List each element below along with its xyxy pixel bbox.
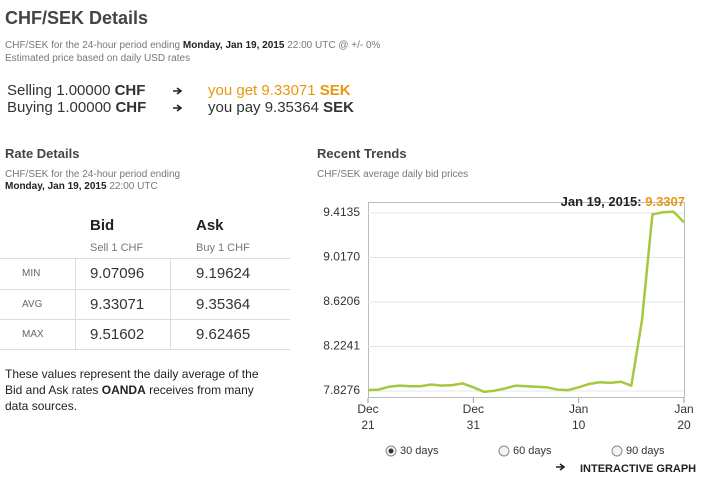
table-grid	[0, 258, 290, 350]
period-line: Monday, Jan 19, 2015 22:00 UTC	[5, 181, 158, 192]
col-sub: Sell 1 CHF	[90, 242, 144, 254]
arrow	[556, 463, 566, 471]
line	[367, 210, 685, 394]
text: you get 9.33071	[208, 82, 316, 99]
x-tick-label: Jan	[569, 402, 588, 416]
currency: CHF	[114, 82, 146, 99]
y-tick-label: 7.8276	[323, 383, 360, 397]
annotation-date: Jan 19, 2015:	[560, 194, 642, 209]
x-tick-label: 21	[361, 418, 375, 432]
text: receives from many data sources.	[5, 383, 254, 413]
note: Estimated price based on daily USD rates	[5, 53, 191, 64]
row-label: AVG	[22, 299, 43, 310]
arrow	[173, 87, 183, 95]
cell: 9.62465	[196, 326, 251, 343]
y-tick-label: 9.0170	[323, 250, 360, 264]
text: 22:00 UTC @ +/- 0%	[287, 40, 381, 51]
x-tick-label: Jan	[674, 402, 693, 416]
radio[interactable]	[498, 445, 510, 457]
currency: SEK	[323, 99, 354, 116]
cell: 9.51602	[90, 326, 145, 343]
col-header: Bid	[90, 217, 115, 234]
text: CHF/SEK for the 24-hour period ending	[5, 40, 181, 51]
x-tick-label: Dec	[463, 402, 484, 416]
range-option[interactable]: 60 days	[513, 445, 552, 457]
cell: 9.19624	[196, 265, 251, 282]
y-tick-label: 8.2241	[323, 339, 360, 353]
footnote: These values represent the daily average…	[5, 366, 275, 414]
date: Monday, Jan 19, 2015	[182, 40, 285, 51]
x-tick-label: 20	[677, 418, 691, 432]
row-label: MAX	[22, 329, 44, 340]
col-header: Ask	[196, 217, 224, 234]
currency: CHF	[115, 99, 147, 116]
conv-action: Buying 1.00000 CHF	[7, 99, 146, 116]
row-label: MIN	[22, 268, 41, 279]
currency: SEK	[319, 82, 351, 99]
period-line: CHF/SEK for the 24-hour period ending	[5, 169, 181, 180]
chart-title: Recent Trends	[317, 146, 407, 161]
conv-action: Selling 1.00000 CHF	[7, 82, 145, 99]
range-option[interactable]: 30 days	[400, 445, 439, 457]
period-line: CHF/SEK for the 24-hour period ending Mo…	[5, 40, 380, 51]
conv-result: you get 9.33071 SEK	[208, 82, 351, 99]
radio[interactable]	[611, 445, 623, 457]
x-tick-label: Dec	[357, 402, 378, 416]
arrow	[173, 104, 183, 112]
chart-subtitle: CHF/SEK average daily bid prices	[317, 169, 469, 180]
cell: 9.07096	[90, 265, 145, 282]
text: These values represent the daily average…	[5, 367, 259, 397]
conv-result: you pay 9.35364 SEK	[208, 99, 354, 116]
date: Monday, Jan 19, 2015	[5, 181, 107, 192]
y-tick-label: 8.6206	[323, 294, 360, 308]
brand: OANDA	[101, 383, 146, 397]
plot-frame	[368, 202, 685, 398]
cell: 9.33071	[90, 296, 145, 313]
page-title: CHF/SEK Details	[5, 8, 149, 28]
annotation: Jan 19, 2015: 9.3307	[561, 194, 685, 209]
section-title: Rate Details	[5, 146, 80, 161]
x-tick-label: 31	[467, 418, 481, 432]
y-tick-label: 9.4135	[323, 205, 360, 219]
cell: 9.35364	[196, 296, 251, 313]
range-option[interactable]: 90 days	[626, 445, 665, 457]
text: you pay 9.35364	[208, 99, 319, 116]
x-tick-label: 10	[572, 418, 586, 432]
interactive-link[interactable]: INTERACTIVE GRAPH	[580, 463, 697, 475]
col-sub: Buy 1 CHF	[196, 242, 250, 254]
text: Buying 1.00000	[7, 99, 112, 116]
annotation-value: 9.3307	[645, 194, 685, 209]
radio-dot[interactable]	[388, 448, 394, 454]
text: Selling 1.00000	[7, 82, 111, 99]
text: 22:00 UTC	[109, 181, 158, 192]
